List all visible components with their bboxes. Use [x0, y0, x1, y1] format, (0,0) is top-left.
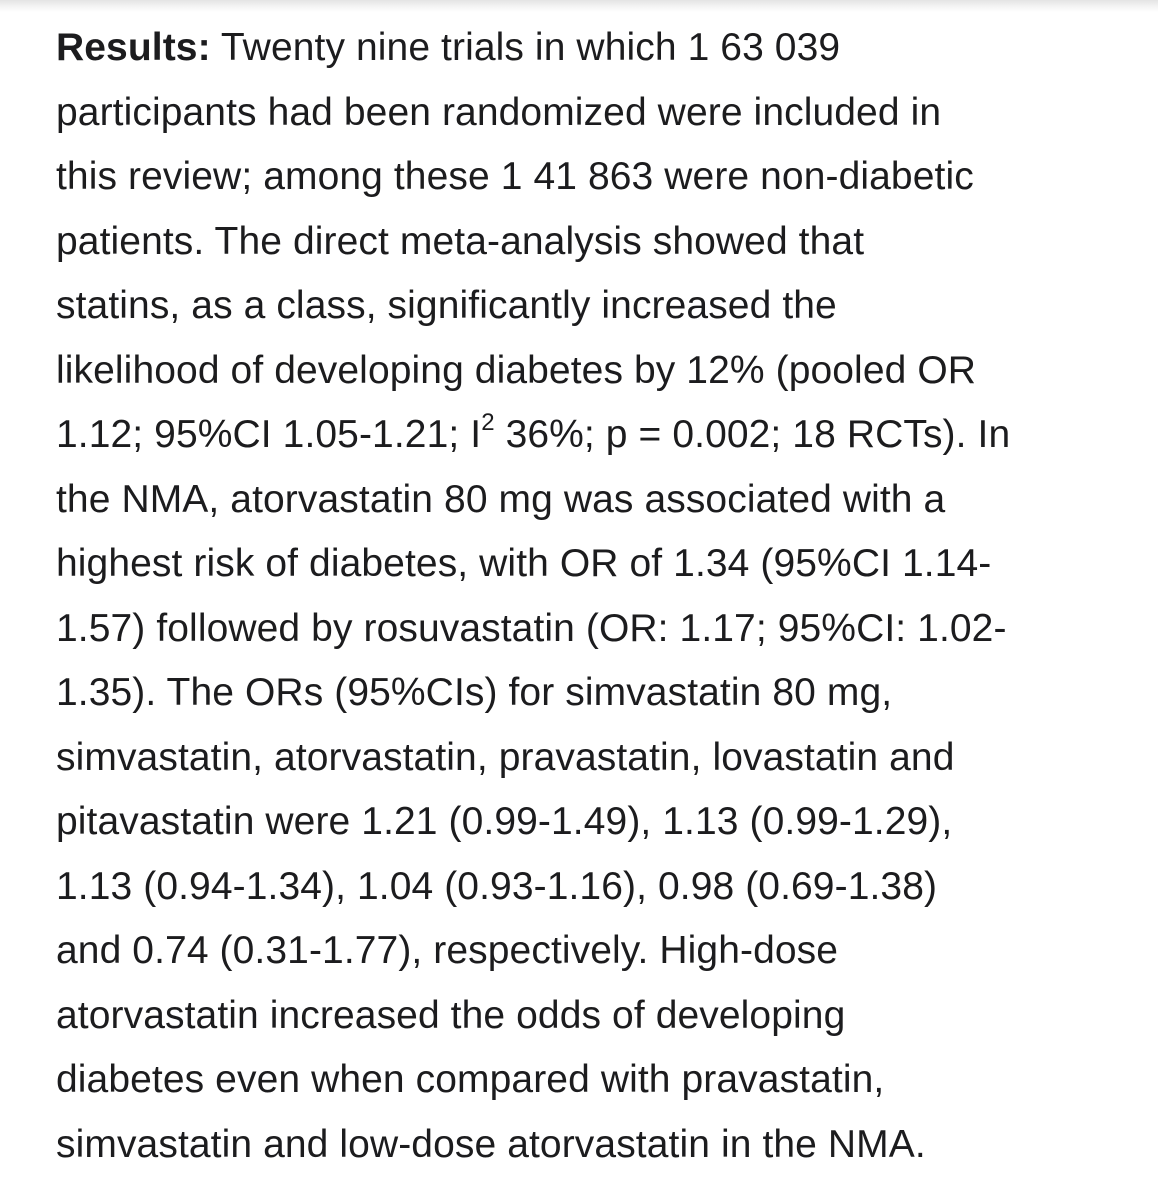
text-segment: Twenty nine trials in which 1 63 039 — [210, 26, 841, 69]
text-line: participants had been randomized were in… — [56, 90, 942, 134]
text-line: this review; among these 1 41 863 were n… — [56, 155, 974, 198]
text-line: simvastatin, atorvastatin, pravastatin, … — [56, 735, 955, 779]
text-line: atorvastatin increased the odds of devel… — [56, 993, 846, 1037]
text-line: 1.13 (0.94-1.34), 1.04 (0.93-1.16), 0.98… — [56, 864, 938, 908]
text-line: highest risk of diabetes, with OR of 1.3… — [56, 542, 992, 585]
text-line: and 0.74 (0.31-1.77), respectively. High… — [56, 929, 839, 972]
text-line: diabetes even when compared with pravast… — [56, 1058, 885, 1101]
superscript: 2 — [481, 409, 495, 436]
text-line: 1.57) followed by rosuvastatin (OR: 1.17… — [56, 606, 1007, 650]
text-line: statins, as a class, significantly incre… — [56, 284, 837, 327]
text-line: the NMA, atorvastatin 80 mg was associat… — [56, 477, 946, 521]
results-paragraph: Results: Twenty nine trials in which 1 6… — [56, 16, 1136, 1177]
text-line: patients. The direct meta-analysis showe… — [56, 219, 865, 263]
text-segment: 36%; p = 0.002; 18 RCTs). In — [494, 413, 1011, 456]
text-line: likelihood of developing diabetes by 12%… — [56, 348, 977, 392]
text-line: Results: Twenty nine trials in which 1 6… — [56, 16, 1136, 81]
results-heading: Results: — [56, 26, 211, 69]
text-line: 1.35). The ORs (95%CIs) for simvastatin … — [56, 671, 893, 714]
text-line: simvastatin and low-dose atorvastatin in… — [56, 1122, 926, 1166]
top-edge-shadow — [0, 0, 1158, 12]
text-line: 1.12; 95%CI 1.05-1.21; I2 36%; p = 0.002… — [56, 403, 1136, 468]
text-segment: 1.12; 95%CI 1.05-1.21; I — [56, 413, 482, 456]
text-line: pitavastatin were 1.21 (0.99-1.49), 1.13… — [56, 800, 953, 843]
